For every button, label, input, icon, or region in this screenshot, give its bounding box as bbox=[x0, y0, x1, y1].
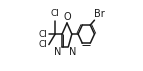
Text: Cl: Cl bbox=[39, 40, 47, 49]
Text: O: O bbox=[63, 12, 71, 22]
Text: N: N bbox=[69, 47, 77, 57]
Text: N: N bbox=[54, 47, 61, 57]
Text: Br: Br bbox=[95, 10, 105, 19]
Text: Cl: Cl bbox=[51, 9, 60, 18]
Text: Cl: Cl bbox=[39, 30, 47, 39]
